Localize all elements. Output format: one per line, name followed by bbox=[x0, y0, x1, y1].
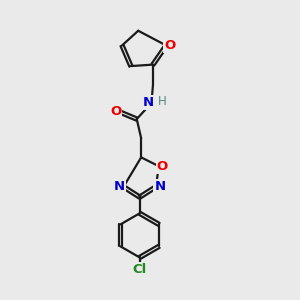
Text: O: O bbox=[164, 39, 176, 52]
Text: N: N bbox=[154, 180, 166, 193]
Text: Cl: Cl bbox=[133, 263, 147, 276]
Text: N: N bbox=[114, 180, 125, 193]
Text: O: O bbox=[110, 105, 121, 118]
Text: O: O bbox=[157, 160, 168, 173]
Text: N: N bbox=[142, 96, 154, 110]
Text: H: H bbox=[158, 95, 167, 108]
